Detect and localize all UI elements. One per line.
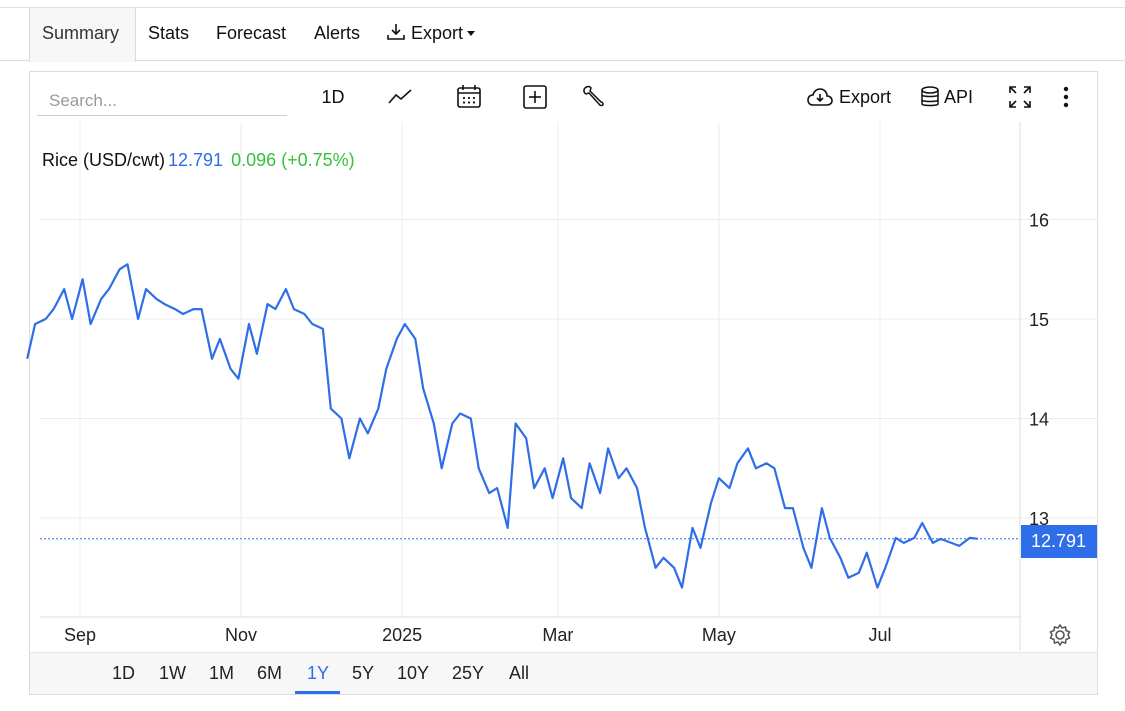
chart-panel [29, 71, 1098, 695]
y-tick-label: 16 [1029, 211, 1049, 231]
range-all-button[interactable]: All [509, 663, 530, 683]
search-input[interactable] [37, 86, 287, 116]
x-tick-label: Mar [542, 625, 573, 645]
tab-alerts-label: Alerts [314, 23, 361, 43]
export-label: Export [839, 86, 892, 107]
x-tick-label: Sep [64, 625, 96, 645]
legend-change: 0.096 (+0.75%) [231, 150, 355, 170]
date-range-button[interactable] [455, 80, 483, 114]
range-6m-button[interactable]: 6M [257, 663, 283, 683]
range-1y-button[interactable]: 1Y [307, 663, 330, 683]
database-icon [921, 86, 939, 107]
tab-stats[interactable]: Stats [148, 8, 189, 61]
tab-summary[interactable]: Summary [29, 8, 136, 62]
gear-icon[interactable] [1047, 622, 1073, 648]
tab-alerts[interactable]: Alerts [314, 8, 360, 61]
fullscreen-button[interactable] [1006, 80, 1034, 114]
x-tick-label: Nov [225, 625, 257, 645]
x-tick-label: 2025 [382, 625, 422, 645]
legend-series-name: Rice (USD/cwt) [42, 150, 166, 170]
range-selector: 1D 1W 1M 6M 1Y 5Y 10Y 25Y All [30, 652, 1097, 694]
active-range-indicator [295, 691, 340, 694]
line-chart-icon [388, 89, 412, 104]
range-10y-button[interactable]: 10Y [397, 663, 430, 683]
chart-type-button[interactable] [386, 80, 414, 114]
x-tick-label: Jul [868, 625, 891, 645]
range-1m-button[interactable]: 1M [209, 663, 235, 683]
cloud-download-icon [807, 88, 833, 106]
tab-export[interactable]: Export [386, 8, 476, 61]
interval-button[interactable]: 1D [318, 80, 348, 114]
tab-summary-label: Summary [42, 23, 120, 43]
tab-forecast-label: Forecast [216, 23, 287, 43]
x-tick-label: May [702, 625, 736, 645]
interval-label: 1D [321, 86, 345, 107]
export-button[interactable]: Export [806, 80, 896, 114]
plus-square-icon [523, 85, 547, 109]
api-label: API [944, 86, 974, 107]
tab-forecast[interactable]: Forecast [216, 8, 286, 61]
calendar-icon [457, 85, 481, 108]
last-price-tag: 12.791 [1021, 525, 1097, 558]
add-indicator-button[interactable] [521, 80, 549, 114]
tab-bar: Summary Stats Forecast Alerts Export [0, 8, 1125, 62]
range-1d-button[interactable]: 1D [112, 663, 136, 683]
tab-stats-label: Stats [148, 23, 190, 43]
top-divider [0, 0, 1125, 8]
range-5y-button[interactable]: 5Y [352, 663, 375, 683]
range-25y-button[interactable]: 25Y [452, 663, 485, 683]
y-tick-label: 13 [1029, 509, 1049, 529]
series-line-rice [26, 263, 978, 589]
wrench-icon [583, 85, 604, 107]
settings-tool-button[interactable] [579, 80, 607, 114]
chevron-down-icon [467, 31, 476, 36]
range-1w-button[interactable]: 1W [159, 663, 186, 683]
y-tick-label: 15 [1029, 310, 1049, 330]
download-icon [387, 24, 405, 40]
y-tick-label: 14 [1029, 410, 1049, 430]
chart-legend: Rice (USD/cwt) 12.791 0.096 (+0.75%) [42, 150, 355, 171]
tab-export-label: Export [411, 23, 464, 43]
legend-value: 12.791 [168, 150, 224, 170]
more-options-button[interactable] [1056, 80, 1076, 114]
fullscreen-icon [1009, 86, 1031, 108]
api-button[interactable]: API [920, 80, 978, 114]
more-vertical-icon [1063, 86, 1069, 108]
